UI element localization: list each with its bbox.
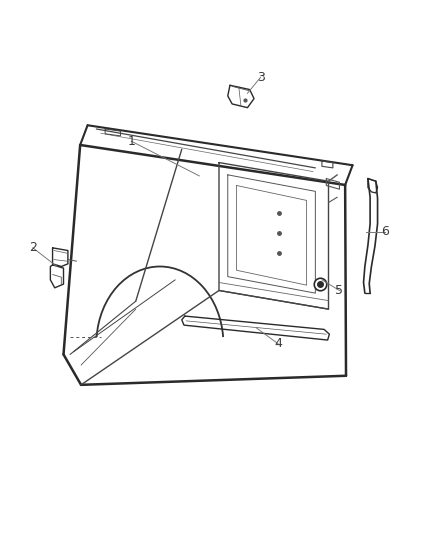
Text: 2: 2: [29, 241, 37, 254]
Text: 4: 4: [274, 337, 282, 350]
Text: 3: 3: [257, 71, 265, 84]
Text: 1: 1: [127, 135, 135, 148]
Text: 6: 6: [381, 225, 389, 238]
Text: 5: 5: [336, 284, 343, 297]
